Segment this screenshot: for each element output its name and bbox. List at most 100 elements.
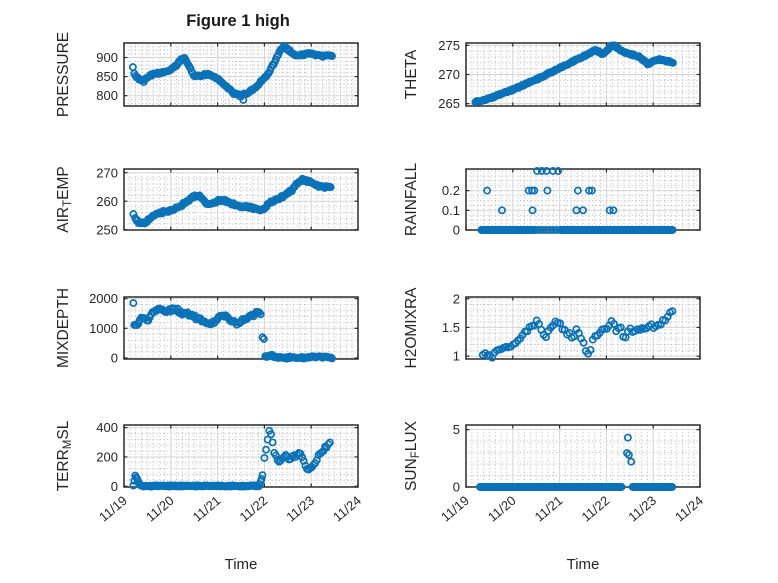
major-grid: [466, 43, 700, 106]
scatter-marker: [543, 186, 552, 195]
y-tick-label: 0: [111, 479, 118, 494]
scatter-marker: [623, 449, 631, 458]
plot-frame: [465, 296, 701, 360]
scatter-marker: [624, 450, 633, 459]
major-grid: [466, 169, 700, 230]
y-tick-label: 260: [96, 194, 118, 209]
subplot-air-temp: 250 260 270 AIRTEMP: [55, 165, 359, 237]
scatter-marker: [262, 445, 270, 454]
y-tick-label: 5: [453, 422, 460, 437]
y-tick-label: 270: [96, 165, 118, 180]
y-axis-label: THETA: [403, 49, 420, 99]
minor-grid: [124, 297, 358, 359]
y-axis-label: TERRMSL: [55, 420, 74, 491]
scatter-marker: [668, 58, 677, 67]
scatter-marker: [498, 206, 506, 215]
minor-grid: [466, 425, 700, 487]
subplot-pressure: 800 850 900 PRESSURE: [55, 32, 359, 117]
y-tick-label: 2: [453, 291, 460, 306]
scatter-marker: [537, 167, 546, 175]
data-points: [129, 426, 334, 491]
scatter-marker: [129, 210, 138, 218]
y-tick-label: 800: [96, 88, 118, 103]
scatter-marker: [554, 167, 563, 175]
scatter-marker: [668, 483, 677, 491]
y-tick-label: 0.1: [442, 203, 460, 218]
scatter-marker: [587, 186, 596, 195]
scatter-marker: [268, 438, 277, 447]
scatter-marker: [627, 457, 636, 466]
plot-frame: [123, 42, 359, 107]
scatter-marker: [668, 307, 677, 316]
scatter-marker: [533, 167, 542, 175]
subplot-mixdepth: 0 1000 2000 MIXDEPTH: [55, 288, 359, 368]
scatter-marker: [328, 354, 336, 363]
y-axis-label: PRESSURE: [55, 32, 72, 117]
data-points: [478, 307, 677, 362]
y-tick-label: 0: [453, 223, 460, 238]
scatter-marker: [579, 338, 588, 347]
scatter-marker: [528, 206, 537, 215]
y-axis-label: SUNFLUX: [403, 420, 422, 491]
subplot-theta: 265 270 275 THETA: [403, 38, 701, 111]
scatter-marker: [579, 206, 587, 215]
scatter-marker: [605, 206, 614, 215]
subplot-rainfall: 0 0.1 0.2 RAINFALL: [403, 163, 701, 238]
scatter-marker: [128, 63, 137, 72]
y-axis-label: AIRTEMP: [55, 166, 74, 232]
y-tick-label: 0.2: [442, 183, 460, 198]
data-points: [477, 167, 677, 234]
y-tick-label: 900: [96, 50, 118, 65]
scatter-marker: [129, 299, 138, 308]
y-tick-label: 400: [96, 420, 118, 435]
data-points: [471, 41, 677, 106]
y-tick-label: 1.5: [442, 320, 460, 335]
y-tick-label: 265: [438, 96, 460, 111]
plot-frame: [123, 296, 359, 360]
y-tick-label: 2000: [89, 291, 118, 306]
scatter-marker: [609, 206, 618, 215]
scatter-marker: [530, 186, 539, 195]
scatter-marker: [324, 440, 333, 449]
scatter-marker: [609, 319, 618, 328]
scatter-marker: [585, 186, 594, 195]
scatter-marker: [325, 438, 334, 447]
x-axis-title-right: Time: [567, 556, 600, 573]
major-grid: [466, 425, 700, 487]
figure-title: Figure 1 high: [186, 12, 290, 30]
y-axis-label: H2OMIXRA: [403, 287, 420, 369]
plot-frame: [465, 42, 701, 107]
scatter-marker: [260, 453, 269, 462]
plot-frame: [123, 168, 359, 231]
y-axis-label: MIXDEPTH: [55, 288, 72, 368]
scatter-marker: [542, 333, 550, 342]
scatter-marker: [623, 433, 632, 442]
scatter-marker: [271, 451, 280, 460]
scatter-marker: [326, 183, 335, 192]
scatter-marker: [259, 335, 268, 343]
scatter-marker: [239, 95, 248, 104]
scatter-marker: [256, 310, 265, 319]
scatter-marker: [328, 52, 336, 61]
scatter-marker: [616, 323, 625, 332]
y-tick-label: 250: [96, 222, 118, 237]
y-tick-label: 1000: [89, 321, 118, 336]
scatter-marker: [668, 226, 677, 234]
y-tick-label: 850: [96, 69, 118, 84]
y-tick-label: 0: [453, 480, 460, 495]
y-tick-label: 275: [438, 38, 460, 53]
scatter-marker: [549, 167, 557, 175]
data-points: [129, 299, 336, 363]
scatter-marker: [258, 471, 267, 480]
subplot-h2omixra: 1 1.5 2 H2OMIXRA: [403, 287, 701, 369]
scatter-marker: [220, 312, 229, 321]
x-axis-title-left: Time: [225, 556, 258, 573]
major-grid: [124, 425, 358, 487]
data-points: [476, 433, 677, 491]
data-points: [128, 41, 336, 104]
scatter-marker: [483, 186, 492, 195]
